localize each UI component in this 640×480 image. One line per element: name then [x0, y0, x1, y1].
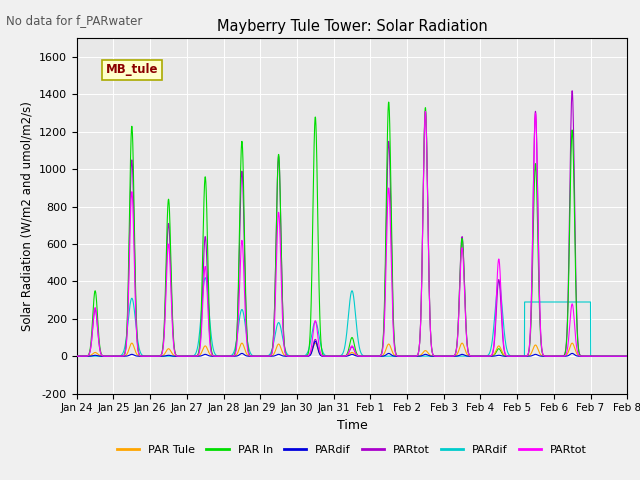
Y-axis label: Solar Radiation (W/m2 and umol/m2/s): Solar Radiation (W/m2 and umol/m2/s): [20, 101, 33, 331]
Text: No data for f_PARwater: No data for f_PARwater: [6, 14, 143, 27]
X-axis label: Time: Time: [337, 419, 367, 432]
Text: MB_tule: MB_tule: [106, 63, 158, 76]
Legend: PAR Tule, PAR In, PARdif, PARtot, PARdif, PARtot: PAR Tule, PAR In, PARdif, PARtot, PARdif…: [113, 440, 591, 459]
Title: Mayberry Tule Tower: Solar Radiation: Mayberry Tule Tower: Solar Radiation: [216, 20, 488, 35]
